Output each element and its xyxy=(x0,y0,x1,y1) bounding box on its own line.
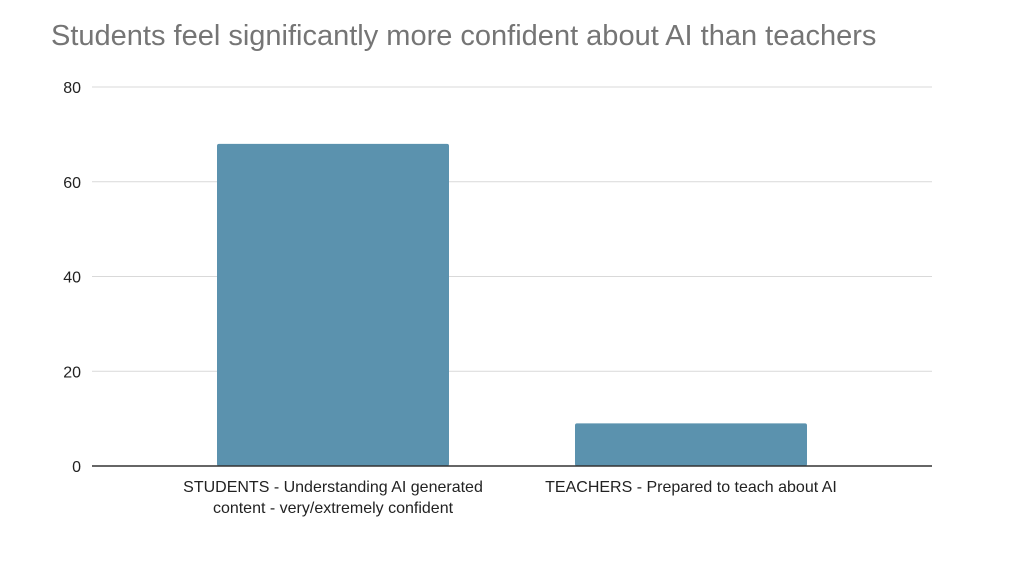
y-tick-label-20: 20 xyxy=(63,364,81,381)
bar-students xyxy=(217,143,449,466)
bars xyxy=(217,143,807,466)
x-tick-label-students: STUDENTS - Understanding AI generated co… xyxy=(183,479,483,517)
y-tick-label-40: 40 xyxy=(63,270,81,287)
bar-teachers xyxy=(575,423,807,466)
y-tick-label-0: 0 xyxy=(72,459,81,476)
chart-title: Students feel significantly more confide… xyxy=(51,20,877,52)
y-tick-label-80: 80 xyxy=(63,80,81,97)
x-tick-label-teachers: TEACHERS - Prepared to teach about AI xyxy=(545,479,837,496)
y-tick-label-60: 60 xyxy=(63,175,81,192)
y-axis-ticks: 0 20 40 60 80 xyxy=(63,80,81,476)
